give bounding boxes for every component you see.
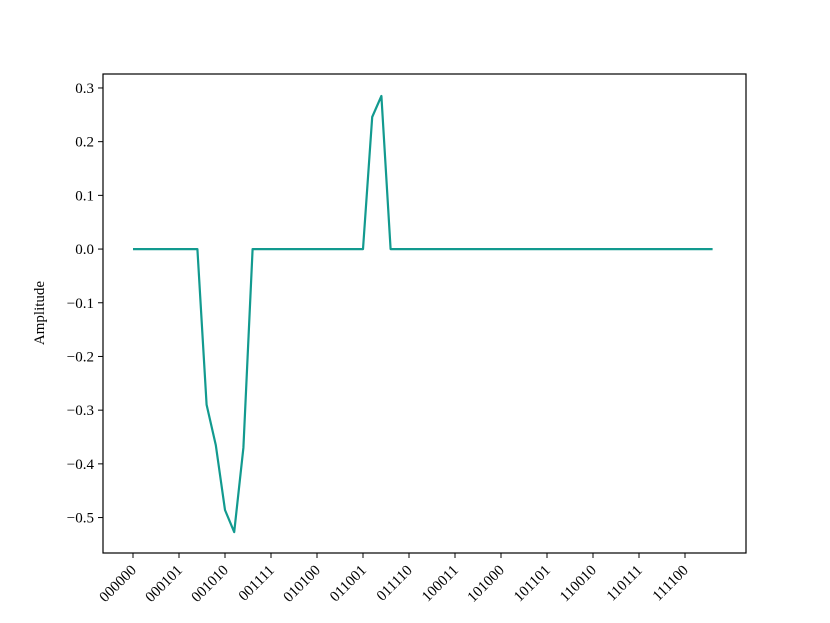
x-tick-label: 111100 (650, 563, 692, 605)
x-tick-label: 101101 (511, 563, 554, 606)
y-tick-label: 0.3 (75, 81, 94, 97)
x-tick-label: 101000 (465, 563, 508, 606)
x-tick-label: 100011 (419, 563, 462, 606)
x-tick-label: 011001 (327, 563, 370, 606)
y-tick-label: −0.3 (67, 403, 94, 419)
x-tick-label: 001010 (189, 563, 232, 606)
y-axis-label: Amplitude (32, 281, 48, 346)
data-line (133, 94, 713, 534)
x-tick-label: 000101 (143, 563, 186, 606)
x-tick-label: 010100 (281, 563, 324, 606)
y-tick-label: 0.0 (75, 242, 94, 258)
x-tick-label: 000000 (97, 563, 140, 606)
x-tick-label: 110010 (557, 563, 600, 606)
y-tick-label: −0.5 (67, 511, 94, 527)
y-tick-label: 0.2 (75, 135, 94, 151)
y-tick-label: −0.2 (67, 349, 94, 365)
x-tick-label: 001111 (236, 563, 278, 605)
x-tick-label: 110111 (604, 563, 646, 605)
x-tick-label: 011110 (374, 563, 416, 605)
plot-frame (102, 73, 747, 554)
y-tick-label: 0.1 (75, 188, 94, 204)
y-tick-label: −0.4 (67, 457, 95, 473)
y-tick-label: −0.1 (67, 296, 94, 312)
